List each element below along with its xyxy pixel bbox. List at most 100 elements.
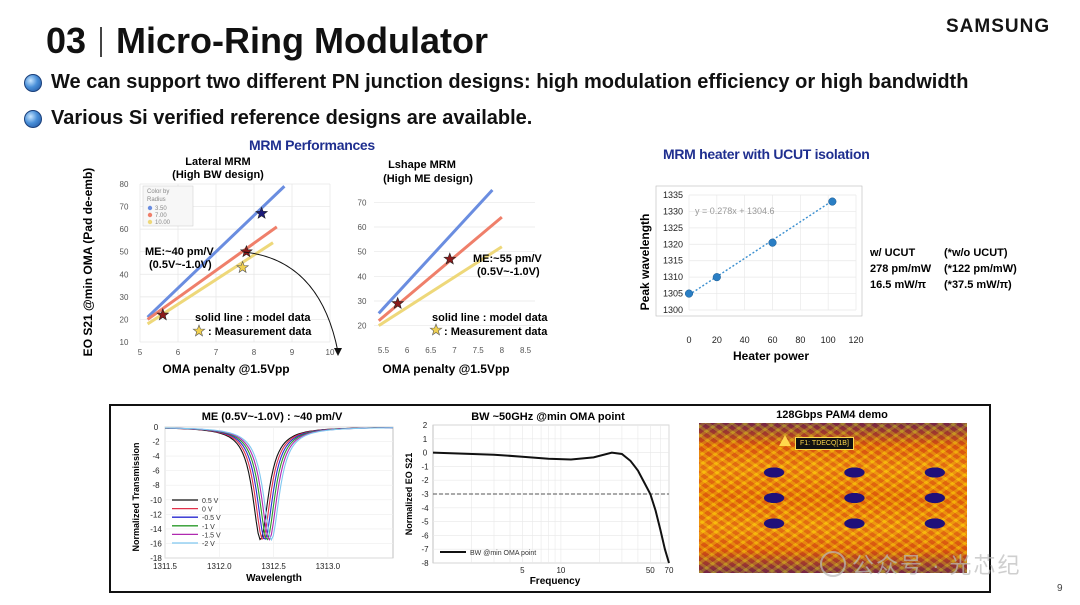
header-separator xyxy=(100,27,102,57)
chart-subtitle: (High ME design) xyxy=(383,173,473,185)
x-axis-label: OMA penalty @1.5Vpp xyxy=(162,362,289,376)
annotation-model: solid line : model data xyxy=(432,312,548,324)
data-point xyxy=(768,238,777,247)
y-tick-label: 50 xyxy=(120,248,129,257)
legend-label: -1 V xyxy=(202,524,215,531)
chart-subtitle: (High BW design) xyxy=(172,169,264,181)
x-tick-label: 80 xyxy=(795,335,805,345)
y-tick-label: -16 xyxy=(150,539,162,548)
y-tick-label: -1 xyxy=(421,462,429,471)
x-tick-label: 6 xyxy=(176,348,181,357)
y-tick-label: 2 xyxy=(423,421,428,430)
x-tick-label: 6.5 xyxy=(425,346,437,355)
legend-title: Color by xyxy=(147,189,169,195)
y-tick-label: -2 xyxy=(421,476,429,485)
x-tick-label: 100 xyxy=(821,335,836,345)
y-tick-label: 20 xyxy=(120,315,129,324)
x-axis-label: OMA penalty @1.5Vpp xyxy=(382,362,509,376)
series-line xyxy=(146,241,274,326)
y-axis-label: Peak wavelength xyxy=(638,214,652,311)
y-tick-label: -14 xyxy=(150,525,162,534)
legend-star-icon xyxy=(192,324,206,337)
series-line xyxy=(432,451,670,564)
data-point xyxy=(828,197,837,206)
y-tick-label: 20 xyxy=(358,322,367,331)
bottom-panel xyxy=(109,404,991,593)
y-tick-label: -10 xyxy=(150,496,162,505)
x-tick-label: 6 xyxy=(405,346,410,355)
y-tick-label: 1325 xyxy=(663,223,683,233)
y-tick-label: -18 xyxy=(150,554,162,563)
eye-measurement-label: F1: TDECQ[1B] xyxy=(795,437,854,450)
annotation-measurement: : Measurement data xyxy=(208,326,312,338)
y-axis-label: Normalized EO S21 xyxy=(404,453,414,536)
wechat-icon xyxy=(820,551,846,577)
y-tick-label: 1305 xyxy=(663,289,683,299)
y-tick-label: 1335 xyxy=(663,190,683,200)
legend-star-icon xyxy=(429,323,443,336)
data-marker xyxy=(156,308,170,321)
performance-section-title: MRM Performances xyxy=(249,137,375,153)
y-tick-label: 0 xyxy=(423,449,428,458)
chart-title: Lshape MRM xyxy=(388,159,456,171)
annotation-me: ME:~40 pm/V xyxy=(145,246,214,258)
trendline-equation: y = 0.278x + 1304.6 xyxy=(695,206,775,216)
annotation-measurement: : Measurement data xyxy=(444,326,548,338)
legend-label: 0.5 V xyxy=(202,498,219,505)
arrow-head xyxy=(334,348,342,356)
ucut-cell: (*122 pm/mW) xyxy=(944,263,1017,275)
chart-title: ME (0.5V~-1.0V) : ~40 pm/V xyxy=(202,411,343,423)
legend-label: 3.50 xyxy=(155,206,167,212)
y-tick-label: -12 xyxy=(150,510,162,519)
legend-label: -0.5 V xyxy=(202,515,221,522)
x-tick-label: 5 xyxy=(138,348,143,357)
legend-label: -1.5 V xyxy=(202,532,221,539)
y-tick-label: -5 xyxy=(421,518,429,527)
bullet-text: We can support two different PN junction… xyxy=(51,71,969,93)
annotation-voltage: (0.5V~-1.0V) xyxy=(149,259,212,271)
x-tick-label: 7 xyxy=(452,346,457,355)
y-tick-label: 10 xyxy=(120,338,129,347)
legend-swatch xyxy=(147,219,153,225)
legend-label: 7.00 xyxy=(155,213,167,219)
y-tick-label: 1 xyxy=(423,435,428,444)
legend-label: BW @min OMA point xyxy=(470,550,536,557)
x-tick-label: 8 xyxy=(500,346,505,355)
bullet-icon xyxy=(24,73,42,92)
legend-label: -2 V xyxy=(202,541,215,548)
x-axis-label: Wavelength xyxy=(246,573,302,584)
data-marker xyxy=(391,296,405,309)
x-tick-label: 0 xyxy=(686,335,691,345)
bullet-item: Various Si verified reference designs ar… xyxy=(24,107,532,130)
annotation-voltage: (0.5V~-1.0V) xyxy=(477,266,540,278)
data-point xyxy=(684,289,694,298)
y-tick-label: 0 xyxy=(154,423,159,432)
y-tick-label: 1300 xyxy=(663,305,683,315)
watermark-text: 公众号 · 光芯纪 xyxy=(852,553,1022,578)
legend-label: 0 V xyxy=(202,507,213,514)
y-tick-label: -8 xyxy=(421,559,429,568)
legend-swatch xyxy=(147,212,153,218)
y-tick-label: 30 xyxy=(358,297,367,306)
y-tick-label: -4 xyxy=(152,452,160,461)
y-tick-label: -6 xyxy=(421,531,429,540)
x-tick-label: 70 xyxy=(665,566,674,575)
bullet-item: We can support two different PN junction… xyxy=(24,71,968,94)
x-tick-label: 9 xyxy=(290,348,295,357)
ucut-cell: (*37.5 mW/π) xyxy=(944,279,1012,291)
legend-swatch xyxy=(147,205,153,211)
x-tick-label: 40 xyxy=(740,335,750,345)
x-tick-label: 20 xyxy=(712,335,722,345)
y-tick-label: 1320 xyxy=(663,239,683,249)
slide-title: Micro-Ring Modulator xyxy=(116,20,488,61)
x-axis-label: Frequency xyxy=(530,576,581,587)
legend-title: Radius xyxy=(147,197,166,203)
x-tick-label: 7 xyxy=(214,348,219,357)
slide-number: 03 xyxy=(46,20,87,61)
x-tick-label: 5.5 xyxy=(378,346,390,355)
annotation-me: ME:~55 pm/V xyxy=(473,253,542,265)
chart-title: BW ~50GHz @min OMA point xyxy=(471,411,625,423)
